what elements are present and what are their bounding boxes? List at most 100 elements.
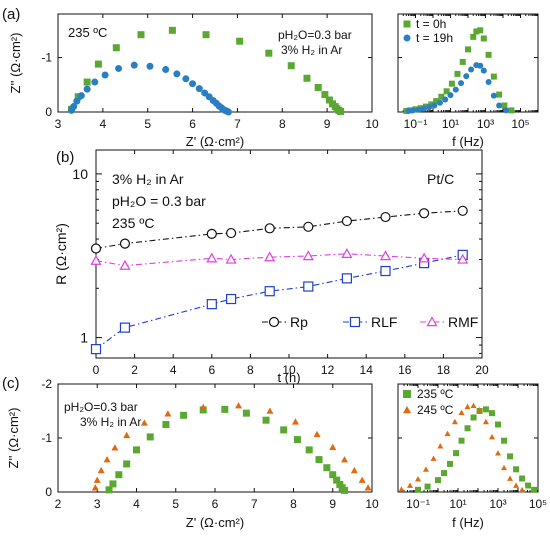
a-x-tick-label: 10 [365, 117, 379, 131]
a-series1-point [83, 85, 91, 93]
x-axis-label-c-right: f (Hz) [452, 515, 484, 530]
a-series0-point [265, 49, 273, 57]
a-x-tick-label: 8 [279, 117, 286, 131]
c-right-series1-point [507, 475, 514, 481]
panel-label-b: (b) [56, 149, 74, 166]
c-y-tick-label: -2 [41, 377, 52, 391]
c-series1-point [97, 466, 105, 474]
a-right-legend-label: t = 19h [416, 31, 453, 45]
a-right-series0-point [480, 35, 487, 42]
c-x-tick-label: 6 [212, 497, 219, 511]
a-series1-point [115, 64, 123, 72]
c-right-series0-point [424, 483, 431, 490]
c-series0-point [123, 460, 131, 468]
b-x-tick-label: 12 [321, 363, 335, 377]
c-right-series1-point [495, 450, 501, 456]
a-right-series0-point [470, 33, 477, 40]
a-right-series0-point [477, 27, 484, 34]
a-right-series0-point [454, 70, 461, 77]
c-series0-point [315, 456, 323, 464]
a-right-series1-point [496, 102, 503, 109]
c-series0-point [333, 476, 341, 484]
x-axis-label-c: Z' (Ω·cm²) [186, 515, 244, 530]
a-right-series0-point [438, 93, 445, 100]
b-series2-point [341, 248, 353, 258]
b-series2-point [225, 253, 237, 264]
c-series0-point [329, 471, 337, 479]
c-series0-point [133, 446, 140, 454]
a-series1-point [130, 61, 138, 69]
a-right-series0-point [473, 28, 480, 35]
c-x-tick-label: 4 [133, 497, 140, 511]
c-right-legend-marker [403, 390, 411, 398]
b-series2-point [206, 252, 218, 263]
a-right-legend-label: t = 0h [416, 17, 446, 31]
b-series2-line [95, 253, 463, 267]
a-series0-point [303, 74, 311, 82]
b-y-tick-label: 10 [72, 166, 88, 182]
c-right-series0-point [488, 410, 495, 417]
c-series0-point [262, 416, 270, 424]
c-series1-point [91, 484, 99, 491]
b-x-tick-label: 2 [131, 363, 138, 377]
c-right-x-tick-label: 10⁵ [529, 497, 547, 511]
annotation-gas-b: 3% H₂ in Ar [112, 171, 184, 187]
b-series0-point [341, 215, 352, 227]
a-right-series1-point [490, 92, 497, 99]
c-series0-point [109, 480, 117, 488]
a-series0-point [325, 96, 333, 104]
a-right-series1-point [485, 79, 492, 86]
b-series0-point [119, 238, 131, 249]
a-right-series0-point [443, 88, 450, 95]
c-right-series0-point [435, 477, 441, 484]
c-right-x-tick-label: 10⁻¹ [406, 497, 430, 511]
a-right-series0-point [501, 102, 508, 109]
b-x-tick-label: 16 [398, 363, 412, 377]
b-series1-point [119, 322, 131, 333]
c-right-series1-point [513, 482, 520, 488]
a-series0-point [287, 62, 295, 70]
a-right-series1-point [420, 105, 427, 112]
a-right-series0-point [459, 58, 466, 65]
c-right-series1-point [398, 486, 405, 492]
a-series1-point [189, 80, 197, 88]
a-right-series1-point [458, 80, 465, 87]
x-axis-label-a-right: f (Hz) [452, 134, 484, 149]
c-right-series1-point [407, 482, 414, 488]
y-axis-label-c: Z'' (Ω·cm²) [6, 408, 21, 469]
c-series0-point [115, 471, 123, 479]
c-right-series0-point [495, 421, 501, 428]
c-right-legend-marker [403, 406, 411, 414]
a-right-x-tick-label: 10³ [477, 117, 494, 131]
a-right-x-tick-label: 10⁻¹ [404, 117, 428, 131]
c-right-series0-point [482, 406, 489, 413]
c-right-series1-point [437, 443, 444, 449]
c-series0-point [305, 446, 313, 454]
b-x-tick-label: 0 [93, 363, 100, 377]
a-right-legend-marker [403, 20, 411, 28]
b-x-tick-label: 8 [247, 363, 254, 377]
b-series0-point [457, 205, 468, 216]
c-right-series1-point [501, 464, 508, 471]
a-right-series1-point [447, 92, 454, 99]
a-series0-point [337, 107, 345, 115]
b-legend-label: RLF [371, 314, 397, 330]
x-axis-label-a: Z' (Ω·cm²) [186, 134, 244, 149]
b-series1-point [380, 265, 391, 277]
c-x-tick-label: 7 [251, 497, 258, 511]
c-right-x-tick-label: 10¹ [449, 497, 466, 511]
c-x-tick-label: 5 [172, 497, 179, 511]
y-axis-label-a: Z'' (Ω·cm²) [8, 33, 23, 94]
c-right-legend-label: 245 ºC [417, 403, 454, 417]
c-right-series0-point [531, 486, 538, 493]
b-legend-marker [349, 316, 361, 328]
c-right-series1-point [451, 418, 458, 425]
c-series0-point [180, 411, 188, 419]
b-x-tick-label: 18 [437, 363, 451, 377]
panel-a-left-frame [57, 13, 373, 113]
a-series0-point [112, 44, 120, 52]
a-series0-point [314, 84, 322, 91]
c-right-series0-point [458, 437, 465, 444]
a-series1-point [70, 103, 78, 111]
